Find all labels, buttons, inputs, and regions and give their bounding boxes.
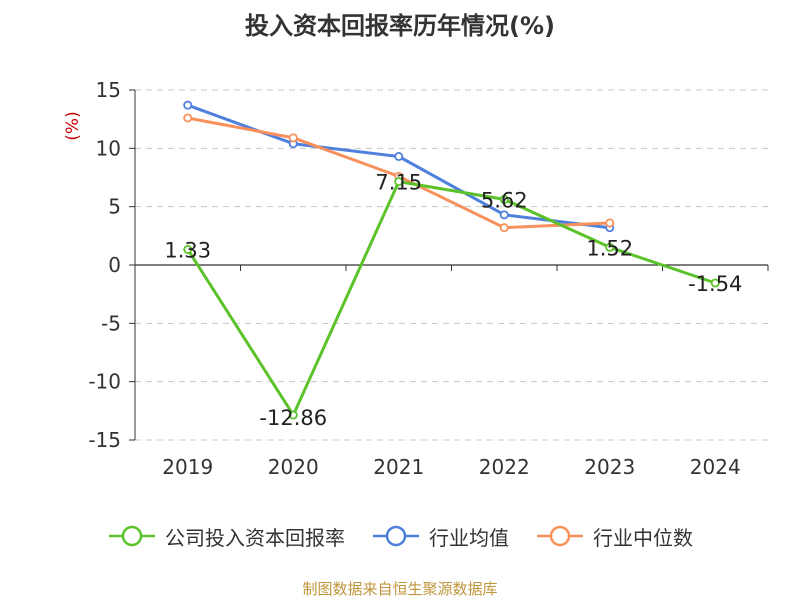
- source-note: 制图数据来自恒生聚源数据库: [302, 580, 498, 598]
- series-line: [186, 180, 716, 417]
- legend-item[interactable]: 行业中位数: [535, 522, 693, 551]
- data-point: [394, 177, 404, 187]
- data-point: [499, 194, 509, 204]
- legend-marker-icon: [537, 525, 583, 547]
- data-point: [288, 410, 298, 420]
- legend-label: 行业中位数: [593, 525, 693, 550]
- axes: 15 10 5 0 -5 -10 -15 2019 2020 2021 2022 2023 2024: [88, 78, 769, 479]
- series-line: [187, 103, 610, 230]
- legend-marker-icon: [373, 525, 419, 547]
- legend-marker-icon: [109, 525, 155, 547]
- data-label: -1.54: [688, 272, 742, 296]
- y-tick-label: -15: [88, 428, 121, 452]
- y-tick-label: 5: [108, 195, 121, 219]
- x-tick-label: 2021: [373, 455, 424, 479]
- data-labels: 1.33 -12.86 7.15 5.62 1.52 -1.54: [164, 171, 742, 430]
- x-tick-label: 2022: [479, 455, 530, 479]
- series-lines: [183, 100, 720, 420]
- y-tick-label: -5: [101, 311, 121, 335]
- data-point: [499, 210, 509, 220]
- x-tick-label: 2023: [584, 455, 635, 479]
- y-tick-label: -10: [88, 370, 121, 394]
- data-point: [499, 223, 509, 233]
- data-point: [183, 113, 193, 123]
- data-point: [394, 151, 404, 161]
- y-tick-label: 0: [108, 253, 121, 277]
- legend-item[interactable]: 行业均值: [371, 522, 509, 551]
- x-tick-label: 2024: [690, 455, 741, 479]
- data-point: [605, 218, 615, 228]
- y-axis-title: (%): [63, 111, 83, 140]
- legend-label: 行业均值: [429, 525, 509, 550]
- data-label: 7.15: [375, 171, 422, 195]
- data-label: 1.52: [586, 236, 633, 260]
- y-tick-label: 10: [96, 136, 121, 160]
- legend: 公司投入资本回报率 行业均值 行业中位数: [0, 520, 800, 552]
- data-label: -12.86: [259, 406, 327, 430]
- x-tick-label: 2019: [162, 455, 213, 479]
- data-label: 1.33: [164, 238, 211, 262]
- y-tick-label: 15: [96, 78, 121, 102]
- data-point: [710, 278, 720, 288]
- data-point: [183, 100, 193, 110]
- data-point: [183, 244, 193, 254]
- data-point: [288, 133, 298, 143]
- data-label: 5.62: [481, 188, 528, 212]
- legend-label: 公司投入资本回报率: [165, 525, 345, 550]
- line-chart: 15 10 5 0 -5 -10 -15 2019 2020 2021 2022 2023 2024 (…: [63, 78, 769, 479]
- legend-item[interactable]: 公司投入资本回报率: [107, 522, 345, 551]
- chart-title: 投入资本回报率历年情况(%): [245, 12, 555, 40]
- x-tick-label: 2020: [268, 455, 319, 479]
- data-point: [605, 242, 615, 252]
